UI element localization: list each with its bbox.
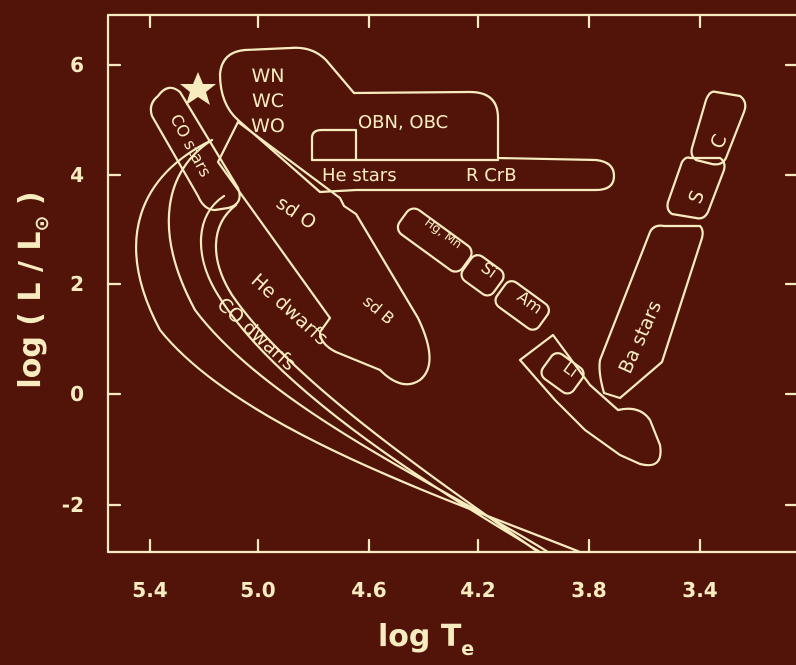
li-label: Li [560,358,582,381]
co-stars-region [149,86,241,212]
y-tick-marks [106,63,796,507]
sd-b-label: sd B [359,292,398,329]
ms-lower-body [518,333,662,467]
hg-mn-box [396,207,473,273]
he-stars-label: He stars [322,165,397,186]
y-tick-label: 0 [70,382,84,406]
giant-branch-chain [598,90,747,400]
c-box [690,90,747,166]
x-tick-label: 5.0 [240,578,275,602]
co-stars-label: CO stars [166,111,215,180]
si-box [460,254,505,297]
y-tick-label: 4 [70,163,84,187]
obn-obc-label: OBN, OBC [358,112,448,133]
y-tick-label: 6 [70,53,84,77]
hg-mn-label: Hg, Mn [422,215,464,251]
s-box [666,156,726,220]
x-tick-marks [148,13,702,554]
star-icon [180,72,216,105]
co-dwarfs-outer-curve [135,138,582,554]
co-dwarfs-inner-curve [167,138,550,554]
wn-label: WN [252,65,285,87]
s-label: S [684,187,709,206]
wc-label: WC [252,90,284,112]
ba-stars-box [598,224,704,400]
li-box [540,352,585,395]
c-label: C [706,131,731,152]
sd-o-sd-b-region [216,120,431,386]
main-sequence-chain [396,207,662,467]
si-label: Si [478,258,501,282]
x-tick-label: 4.6 [351,578,386,602]
he-dwarfs-inner-curve [214,203,540,554]
am-label: Am [514,287,547,318]
x-tick-label: 3.8 [571,578,606,602]
r-crb-label: R CrB [466,165,517,186]
obn-obc-divider [310,128,500,162]
x-axis-title: log Te [378,619,474,660]
wo-label: WO [251,115,285,137]
y-axis-title: log ( L / L⊙ ) [13,191,53,388]
x-tick-label: 4.2 [460,578,495,602]
x-tick-label: 5.4 [132,578,167,602]
x-tick-label: 3.4 [682,578,717,602]
y-tick-label: -2 [62,493,84,517]
sd-o-label: sd O [272,192,320,234]
y-tick-label: 2 [70,272,84,296]
am-box [494,280,550,331]
he-dwarfs-outer-curve [199,194,542,554]
